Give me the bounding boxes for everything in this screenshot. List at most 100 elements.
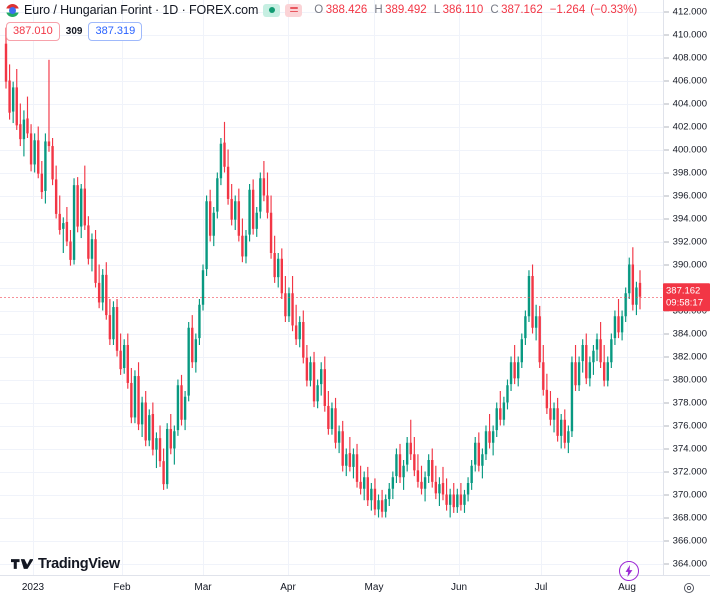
candle-body [165,428,169,485]
bid-badge[interactable]: 387.010 [6,22,60,42]
candle-body [108,315,112,340]
lightning-bolt-icon[interactable] [619,561,639,581]
candle-body [277,258,280,278]
price-tick-label: 412.000 [672,6,707,17]
time-tick-label: Aug [618,582,636,593]
gear-icon[interactable] [682,581,696,595]
candle-body [427,460,430,477]
candle-body [223,142,226,167]
candle-body [155,438,158,450]
candle-body [348,453,352,467]
candle-body [305,357,309,381]
candle-body [481,454,484,466]
candle-body [101,274,104,303]
symbol-title[interactable]: Euro / Hungarian Forint · 1D · FOREX.com [24,3,259,17]
candle-body [269,212,273,253]
candle-body [438,484,441,494]
candle-body [409,442,412,455]
chart-plot-area[interactable] [0,0,663,575]
candle-body [513,362,516,379]
candle-body [362,477,366,489]
candle-body [176,385,180,431]
time-tick-label: 2023 [21,582,45,593]
candle-body [8,80,11,113]
candle-body [208,201,212,236]
candle-body [47,141,51,147]
candle-body [298,322,301,340]
candle-body [287,293,291,317]
candle-body [126,345,129,383]
time-scale[interactable]: 2023 Feb Mar Apr May Jun Jul Aug [0,575,710,600]
current-price-badge[interactable]: 387.162 09:58:17 [663,283,710,311]
candle-body [391,477,395,489]
price-tick-mark [664,517,669,518]
candle-body [416,470,420,482]
candle-body [631,264,635,305]
time-tick-label: Apr [280,582,296,593]
candle-body [65,221,69,242]
candle-body [90,239,94,259]
candle-body [173,431,176,449]
candle-body [413,454,416,471]
candle-body [506,385,509,403]
candle-body [40,173,44,193]
candle-body [491,431,495,443]
price-tick-label: 394.000 [672,213,707,224]
candle-body [520,339,523,363]
candle-body [198,304,201,339]
candle-body [577,362,581,386]
candle-body [76,185,79,227]
candle-body [137,376,140,425]
candle-body [527,276,531,317]
price-tick-mark [664,379,669,380]
price-tick-label: 384.000 [672,328,707,339]
price-tick-label: 406.000 [672,75,707,86]
time-tick-label: May [364,582,384,593]
time-tick-label: Mar [194,582,212,593]
price-tick-mark [664,356,669,357]
candle-body [309,362,312,381]
tradingview-logo-icon [11,559,33,569]
symbol-flag-icon [6,3,19,17]
price-tick-label: 402.000 [672,121,707,132]
candle-body [183,396,187,420]
candle-body [72,185,76,260]
candle-body [448,494,452,505]
candle-body [158,438,162,462]
candle-body [456,494,459,508]
price-tick-mark [664,540,669,541]
current-price-value: 387.162 [666,285,701,297]
candle-body [219,143,223,179]
ohlc-high-label: H [374,4,383,16]
candle-body [445,494,448,505]
candle-body [80,188,83,227]
chart-header: Euro / Hungarian Forint · 1D · FOREX.com… [0,0,710,44]
price-scale[interactable]: 412.000 410.000 408.000 406.000 404.000 402.0… [663,0,710,575]
eye-toggle-icon[interactable] [263,3,281,17]
price-tick-mark [664,126,669,127]
price-tick-label: 364.000 [672,558,707,569]
candle-body [205,201,208,270]
price-tick-mark [664,241,669,242]
candle-body [602,362,606,381]
candle-body [234,201,237,220]
candle-body [105,274,108,316]
candle-body [431,460,434,482]
legend-quote-row: 387.010 309 387.319 [6,22,143,42]
ohlc-close-value: 387.162 [501,4,543,16]
legend-primary-row[interactable]: Euro / Hungarian Forint · 1D · FOREX.com… [6,3,641,17]
candle-body [517,362,520,379]
candle-body [22,119,26,140]
price-tick-mark [664,57,669,58]
tradingview-logo[interactable]: TradingView [11,556,120,572]
ask-badge[interactable]: 387.319 [88,22,143,42]
candle-body [255,212,258,229]
candle-body [359,481,362,489]
settings-toggle-icon[interactable] [285,3,303,17]
candle-body [327,405,330,429]
candle-body [83,188,87,226]
candle-body [477,442,481,466]
spread-value: 309 [65,26,83,38]
candle-body [123,345,126,368]
candle-body [69,241,72,260]
